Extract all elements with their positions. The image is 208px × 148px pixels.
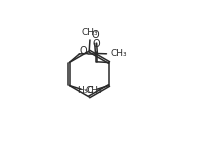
Text: CH₃: CH₃ <box>111 49 127 58</box>
Text: H₃C: H₃C <box>77 86 93 95</box>
Text: O: O <box>92 30 99 40</box>
Text: O: O <box>80 46 87 56</box>
Text: CH₃: CH₃ <box>82 28 98 37</box>
Text: O: O <box>93 39 100 49</box>
Text: CH₃: CH₃ <box>85 86 102 95</box>
